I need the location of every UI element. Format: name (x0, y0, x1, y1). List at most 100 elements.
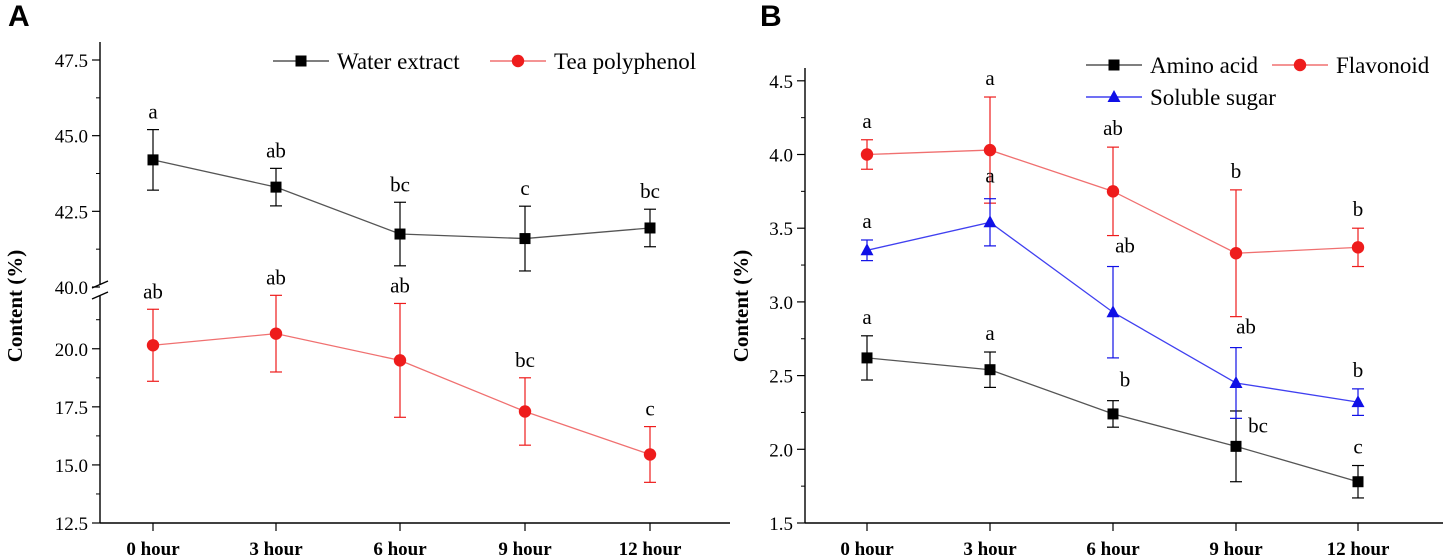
significance-label: a (985, 66, 995, 90)
x-tick-label: 3 hour (963, 539, 1017, 560)
x-tick-label: 12 hour (1327, 539, 1390, 560)
significance-label: bc (515, 348, 535, 372)
data-point (1107, 408, 1119, 420)
significance-label: a (985, 164, 995, 188)
significance-label: b (1231, 159, 1242, 183)
data-point (147, 154, 159, 166)
panel-a-series: a ab bc c bc ab ab ab bc c (143, 100, 660, 483)
data-point (394, 228, 406, 240)
y-tick-label: 1.5 (769, 514, 793, 535)
significance-label: bc (390, 172, 410, 196)
significance-label: bc (640, 179, 660, 203)
panel-b: B 1.5 2.0 2.5 3.0 3.5 4.0 4.5 0 hour 3 hour 6 hou… (729, 0, 1443, 560)
data-point (1106, 185, 1120, 198)
data-point (643, 448, 657, 461)
data-point (1229, 375, 1243, 388)
panel-b-legend: Amino acid Flavonoid Soluble sugar (1086, 53, 1430, 110)
legend-entry: Tea polyphenol (554, 49, 696, 74)
y-tick-label: 40.0 (55, 278, 88, 299)
significance-label: a (862, 109, 872, 133)
legend-marker (1293, 58, 1307, 72)
x-tick-label: 9 hour (1209, 539, 1263, 560)
significance-label: c (1353, 435, 1362, 459)
legend-entry: Flavonoid (1336, 53, 1430, 78)
data-point (519, 233, 531, 245)
significance-label: ab (1103, 116, 1123, 140)
x-tick-label: 0 hour (126, 539, 180, 560)
data-point (1230, 440, 1242, 452)
y-tick-label: 42.5 (55, 202, 88, 223)
significance-label: ab (143, 279, 163, 303)
data-point (270, 181, 282, 193)
significance-label: b (1353, 197, 1364, 221)
significance-label: b (1120, 368, 1131, 392)
data-point (860, 148, 874, 161)
significance-label: bc (1248, 413, 1268, 437)
panel-b-letter: B (760, 0, 782, 33)
legend-entry: Water extract (337, 49, 460, 74)
legend-marker (1107, 90, 1121, 102)
data-point (1106, 305, 1120, 318)
data-point (269, 327, 283, 340)
y-tick-label: 12.5 (55, 514, 88, 535)
x-tick-label: 3 hour (249, 539, 303, 560)
data-point (644, 222, 656, 234)
significance-label: c (520, 176, 529, 200)
y-tick-label: 4.0 (769, 146, 793, 167)
significance-label: a (862, 305, 872, 329)
data-point (146, 339, 160, 352)
significance-label: b (1353, 358, 1364, 382)
y-tick-label: 3.0 (769, 293, 793, 314)
series-line (152, 332, 651, 456)
significance-label: c (645, 397, 654, 421)
panel-a-axes: 40.0 42.5 45.0 47.5 12.5 15.0 17.5 20.0 0 hour 3 … (3, 42, 730, 560)
data-point (518, 405, 532, 418)
significance-label: a (148, 100, 158, 124)
x-tick-label: 6 hour (1086, 539, 1140, 560)
y-axis-label: Content (%) (3, 250, 27, 363)
y-tick-label: 47.5 (55, 51, 88, 72)
y-axis-label: Content (%) (729, 250, 753, 363)
panel-a-letter: A (8, 0, 30, 33)
data-point (983, 143, 997, 157)
x-tick-label: 9 hour (498, 539, 552, 560)
significance-label: ab (1115, 234, 1135, 258)
significance-label: a (862, 209, 872, 233)
data-point (984, 364, 996, 376)
data-point (1229, 247, 1243, 260)
axis-break-mark (91, 291, 109, 300)
y-tick-label: 45.0 (55, 127, 88, 148)
y-tick-label: 2.0 (769, 440, 793, 461)
panel-a: A 40.0 42.5 45.0 47.5 12.5 15.0 17.5 20.0 0 hour… (3, 0, 730, 560)
significance-label: ab (266, 138, 286, 162)
y-tick-label: 15.0 (55, 456, 88, 477)
y-tick-label: 17.5 (55, 398, 88, 419)
y-tick-label: 4.5 (769, 72, 793, 93)
data-point (1351, 395, 1365, 408)
legend-entry: Amino acid (1150, 53, 1258, 78)
data-point (861, 352, 873, 364)
legend-marker (295, 55, 307, 67)
y-tick-label: 3.5 (769, 219, 793, 240)
data-point (983, 215, 997, 228)
data-point (860, 243, 874, 256)
panel-b-axes: 1.5 2.0 2.5 3.0 3.5 4.0 4.5 0 hour 3 hour 6 hour 9… (729, 68, 1443, 560)
significance-label: ab (1236, 315, 1256, 339)
significance-label: a (985, 321, 995, 345)
panel-a-legend: Water extract Tea polyphenol (273, 49, 696, 74)
significance-label: ab (266, 265, 286, 289)
data-point (1351, 241, 1365, 254)
legend-entry: Soluble sugar (1150, 85, 1276, 110)
x-tick-label: 0 hour (840, 539, 894, 560)
y-tick-label: 2.5 (769, 367, 793, 388)
x-tick-label: 6 hour (373, 539, 427, 560)
significance-label: ab (390, 273, 410, 297)
data-point (393, 354, 407, 367)
y-tick-label: 20.0 (55, 340, 88, 361)
legend-marker (1108, 59, 1120, 71)
data-point (1352, 476, 1364, 488)
x-tick-label: 12 hour (619, 539, 682, 560)
legend-marker (511, 54, 525, 68)
